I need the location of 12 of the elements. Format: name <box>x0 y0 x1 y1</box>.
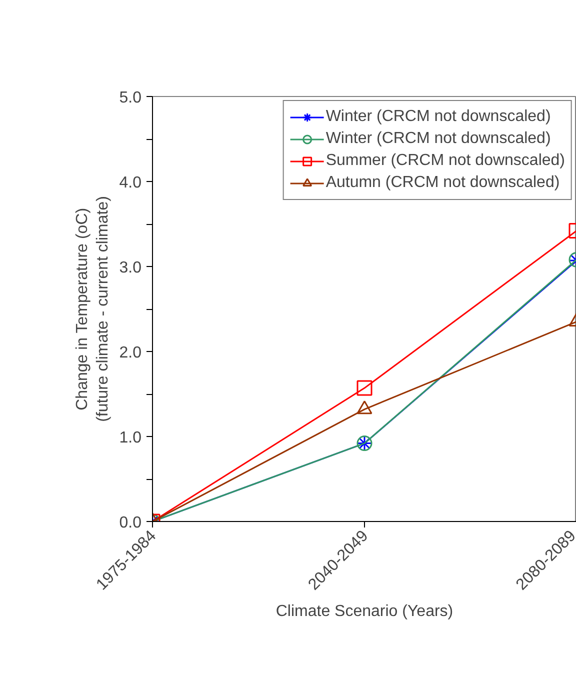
y-tick-label: 2.0 <box>119 344 142 362</box>
y-tick-label: 5.0 <box>119 90 142 106</box>
y-tick-label: 4.0 <box>119 174 142 192</box>
y-tick-label: 1.0 <box>119 430 142 446</box>
legend-label: Summer (CRCM not downscaled) <box>326 152 565 170</box>
y-tick-label: 3.0 <box>119 260 142 276</box>
legend-label: Winter (CRCM not downscaled) <box>326 130 551 148</box>
legend-label: Winter (CRCM not downscaled) <box>326 108 551 126</box>
y-tick-label: 0.0 <box>119 514 142 532</box>
y-axis-title: Change in Temperature (oC) (future climate - current climate) <box>74 196 112 422</box>
legend-label: Autumn (CRCM not downscaled) <box>326 174 560 192</box>
x-axis-title: Climate Scenario (Years) <box>276 603 454 620</box>
